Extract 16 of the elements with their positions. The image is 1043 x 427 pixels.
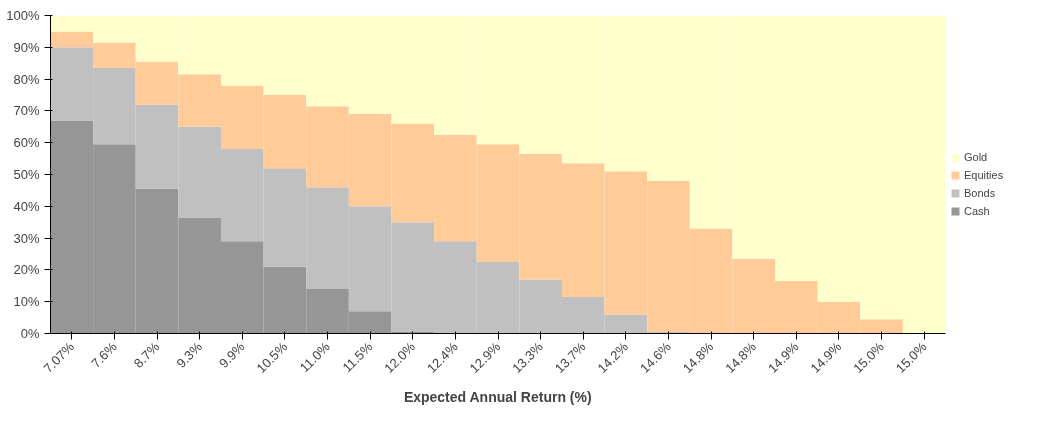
y-tick-label: 30% — [13, 230, 40, 246]
y-tick-label: 20% — [13, 262, 40, 278]
legend-label: Bonds — [964, 186, 996, 199]
y-tick-label: 70% — [13, 103, 40, 119]
y-tick-label: 50% — [13, 167, 40, 182]
y-tick-label: 100% — [6, 8, 40, 23]
y-tick-label: 40% — [13, 198, 40, 214]
y-tick-label: 10% — [13, 294, 40, 310]
legend-label: Equities — [964, 168, 1004, 181]
legend-label: Cash — [964, 204, 990, 217]
x-axis-title: Expected Annual Return (%) — [403, 389, 592, 406]
legend-label: Gold — [964, 150, 988, 163]
y-tick-label: 80% — [13, 71, 40, 87]
y-tick-label: 0% — [20, 326, 40, 341]
y-tick-label: 60% — [13, 135, 40, 151]
y-tick-label: 90% — [13, 39, 40, 55]
